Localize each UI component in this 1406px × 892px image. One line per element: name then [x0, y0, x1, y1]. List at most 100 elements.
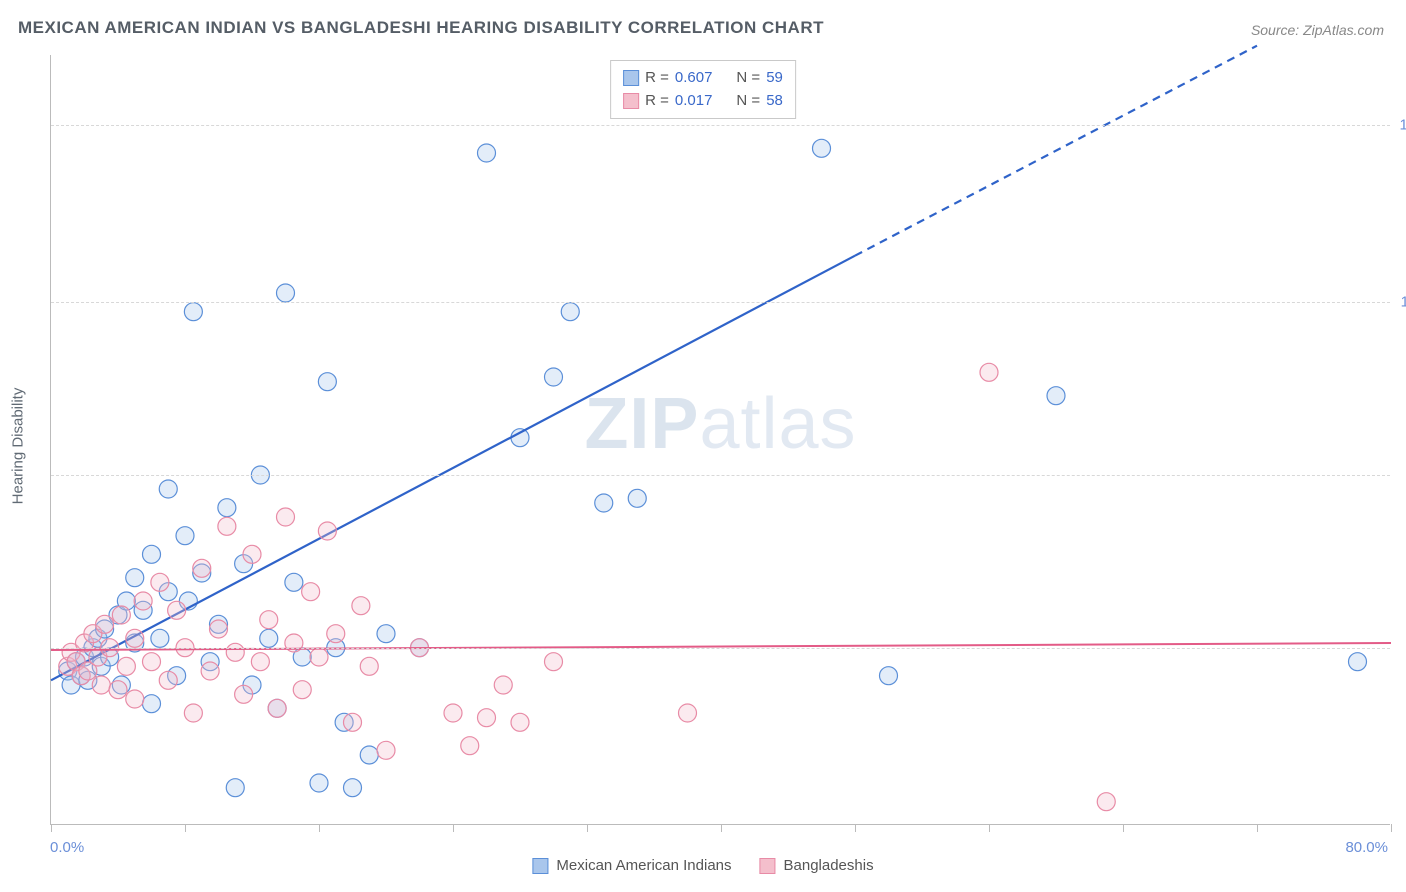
scatter-point — [109, 681, 127, 699]
scatter-point — [285, 573, 303, 591]
x-axis-max-label: 80.0% — [1345, 839, 1388, 856]
r-label: R = — [645, 67, 669, 90]
scatter-point — [126, 690, 144, 708]
scatter-point — [117, 657, 135, 675]
scatter-point — [461, 737, 479, 755]
plot-area: ZIPatlas 3.8%7.5%11.2%15.0% — [50, 55, 1390, 825]
scatter-point — [218, 499, 236, 517]
scatter-point — [126, 629, 144, 647]
scatter-point — [545, 653, 563, 671]
legend-stats-row: R =0.017N =58 — [623, 90, 783, 113]
x-tick — [989, 824, 990, 832]
scatter-chart — [51, 55, 1390, 824]
chart-title: MEXICAN AMERICAN INDIAN VS BANGLADESHI H… — [18, 18, 824, 38]
grid-line — [51, 475, 1390, 476]
scatter-point — [360, 657, 378, 675]
x-tick — [855, 824, 856, 832]
scatter-point — [1047, 387, 1065, 405]
scatter-point — [277, 508, 295, 526]
scatter-point — [377, 741, 395, 759]
scatter-point — [151, 629, 169, 647]
scatter-point — [1097, 793, 1115, 811]
scatter-point — [251, 653, 269, 671]
y-tick-label: 15.0% — [1394, 117, 1406, 134]
scatter-point — [880, 667, 898, 685]
scatter-point — [310, 774, 328, 792]
scatter-point — [511, 429, 529, 447]
x-axis-min-label: 0.0% — [50, 839, 84, 856]
scatter-point — [193, 559, 211, 577]
scatter-point — [293, 681, 311, 699]
scatter-point — [112, 606, 130, 624]
n-label: N = — [736, 90, 760, 113]
scatter-point — [96, 615, 114, 633]
scatter-point — [159, 671, 177, 689]
scatter-point — [218, 517, 236, 535]
r-value: 0.017 — [675, 90, 713, 113]
scatter-point — [360, 746, 378, 764]
scatter-point — [813, 139, 831, 157]
y-tick-label: 3.8% — [1394, 639, 1406, 656]
scatter-point — [327, 625, 345, 643]
grid-line — [51, 125, 1390, 126]
scatter-point — [159, 480, 177, 498]
scatter-point — [226, 643, 244, 661]
legend-label: Mexican American Indians — [556, 857, 731, 874]
scatter-point — [318, 373, 336, 391]
scatter-point — [628, 489, 646, 507]
scatter-point — [260, 611, 278, 629]
scatter-point — [679, 704, 697, 722]
scatter-point — [478, 144, 496, 162]
scatter-point — [344, 779, 362, 797]
legend-swatch — [623, 70, 639, 86]
scatter-point — [243, 545, 261, 563]
scatter-point — [210, 620, 228, 638]
scatter-point — [561, 303, 579, 321]
n-label: N = — [736, 67, 760, 90]
n-value: 59 — [766, 67, 783, 90]
scatter-point — [176, 527, 194, 545]
legend-swatch — [760, 858, 776, 874]
grid-line — [51, 648, 1390, 649]
scatter-point — [344, 713, 362, 731]
scatter-point — [134, 592, 152, 610]
x-tick — [319, 824, 320, 832]
scatter-point — [310, 648, 328, 666]
y-tick-label: 7.5% — [1394, 467, 1406, 484]
legend-swatch — [623, 93, 639, 109]
scatter-point — [143, 545, 161, 563]
x-tick — [51, 824, 52, 832]
x-tick — [453, 824, 454, 832]
scatter-point — [168, 601, 186, 619]
y-axis-title: Hearing Disability — [10, 388, 27, 505]
regression-line-extrapolated — [855, 46, 1257, 256]
legend-swatch — [532, 858, 548, 874]
scatter-point — [92, 676, 110, 694]
scatter-point — [277, 284, 295, 302]
r-value: 0.607 — [675, 67, 713, 90]
legend-bottom: Mexican American IndiansBangladeshis — [532, 857, 873, 874]
y-tick-label: 11.2% — [1394, 294, 1406, 311]
legend-stats-box: R =0.607N =59R =0.017N =58 — [610, 60, 796, 119]
scatter-point — [478, 709, 496, 727]
scatter-point — [511, 713, 529, 731]
scatter-point — [268, 699, 286, 717]
grid-line — [51, 302, 1390, 303]
scatter-point — [260, 629, 278, 647]
scatter-point — [377, 625, 395, 643]
scatter-point — [595, 494, 613, 512]
scatter-point — [235, 685, 253, 703]
scatter-point — [143, 653, 161, 671]
scatter-point — [545, 368, 563, 386]
scatter-point — [444, 704, 462, 722]
scatter-point — [1349, 653, 1367, 671]
x-tick — [1257, 824, 1258, 832]
scatter-point — [318, 522, 336, 540]
scatter-point — [980, 363, 998, 381]
scatter-point — [184, 704, 202, 722]
regression-line — [51, 643, 1391, 650]
scatter-point — [143, 695, 161, 713]
scatter-point — [126, 569, 144, 587]
legend-item: Mexican American Indians — [532, 857, 731, 874]
scatter-point — [184, 303, 202, 321]
